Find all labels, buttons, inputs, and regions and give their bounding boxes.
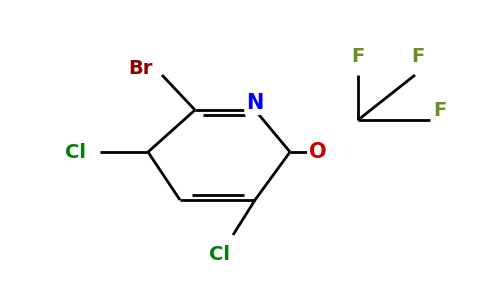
Text: Br: Br (128, 58, 152, 77)
Text: F: F (433, 100, 447, 119)
Text: F: F (411, 47, 424, 67)
Text: N: N (246, 93, 264, 113)
Text: O: O (309, 142, 327, 162)
Text: F: F (351, 47, 364, 67)
Text: Cl: Cl (210, 245, 230, 265)
Text: Cl: Cl (64, 142, 86, 161)
